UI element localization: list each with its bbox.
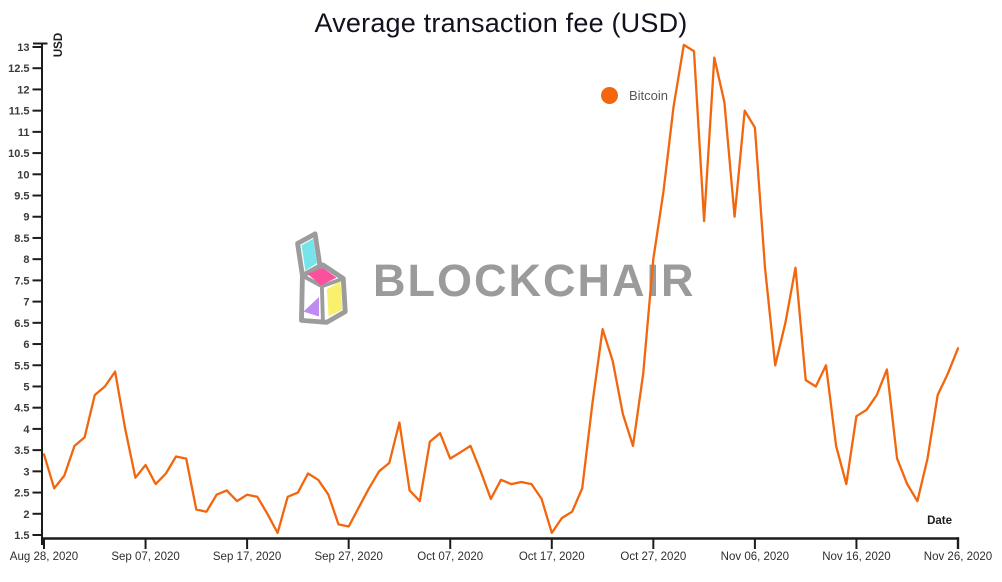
blockchair-logo-text: BLOCKCHAIR [373, 255, 696, 306]
y-tick-label: 8 [23, 254, 29, 266]
y-tick-label: 3.5 [14, 445, 29, 457]
y-tick-label: 9.5 [14, 191, 29, 203]
x-tick-label: Sep 17, 2020 [213, 551, 281, 563]
y-tick-label: 10 [17, 169, 29, 181]
legend-label: Bitcoin [629, 88, 669, 103]
x-tick-label: Aug 28, 2020 [10, 551, 78, 563]
y-tick-label: 5.5 [14, 360, 29, 372]
y-tick-label: 12.5 [8, 63, 29, 75]
x-tick-label: Oct 17, 2020 [519, 551, 585, 563]
y-tick-label: 4.5 [14, 403, 29, 415]
y-tick-label: 10.5 [8, 148, 29, 160]
blockchair-logo-icon [295, 231, 348, 325]
y-tick-label: 3 [23, 466, 29, 478]
y-tick-label: 5 [23, 381, 29, 393]
x-axis-title: Date [927, 515, 952, 527]
blockchair-watermark: BLOCKCHAIR [283, 229, 695, 332]
y-tick-label: 1.5 [14, 530, 29, 542]
y-tick-label: 8.5 [14, 233, 29, 245]
y-tick-label: 11.5 [9, 106, 30, 118]
y-axis-title: USD [53, 33, 65, 57]
chart-title: Average transaction fee (USD) [314, 8, 688, 38]
x-tick-label: Oct 27, 2020 [620, 551, 686, 563]
x-tick-label: Oct 07, 2020 [417, 551, 483, 563]
y-tick-label: 2 [23, 509, 29, 521]
y-tick-label: 13 [17, 42, 29, 54]
legend-item-bitcoin[interactable]: Bitcoin [601, 87, 668, 104]
x-tick-label: Nov 26, 2020 [924, 551, 992, 563]
y-tick-label: 7.5 [14, 275, 29, 287]
y-tick-label: 6 [23, 339, 29, 351]
x-tick-label: Nov 16, 2020 [822, 551, 890, 563]
x-tick-label: Sep 27, 2020 [314, 551, 382, 563]
x-tick-label: Nov 06, 2020 [721, 551, 789, 563]
y-tick-label: 12 [17, 84, 29, 96]
y-tick-label: 6.5 [14, 318, 29, 330]
y-tick-label: 4 [23, 424, 30, 436]
bitcoin-series-line[interactable] [42, 43, 960, 535]
y-tick-label: 2.5 [14, 488, 29, 500]
y-tick-label: 9 [23, 212, 29, 224]
x-tick-label: Sep 07, 2020 [111, 551, 179, 563]
legend-marker-icon [601, 87, 618, 104]
y-tick-label: 11 [18, 127, 30, 139]
y-tick-label: 7 [23, 297, 29, 309]
